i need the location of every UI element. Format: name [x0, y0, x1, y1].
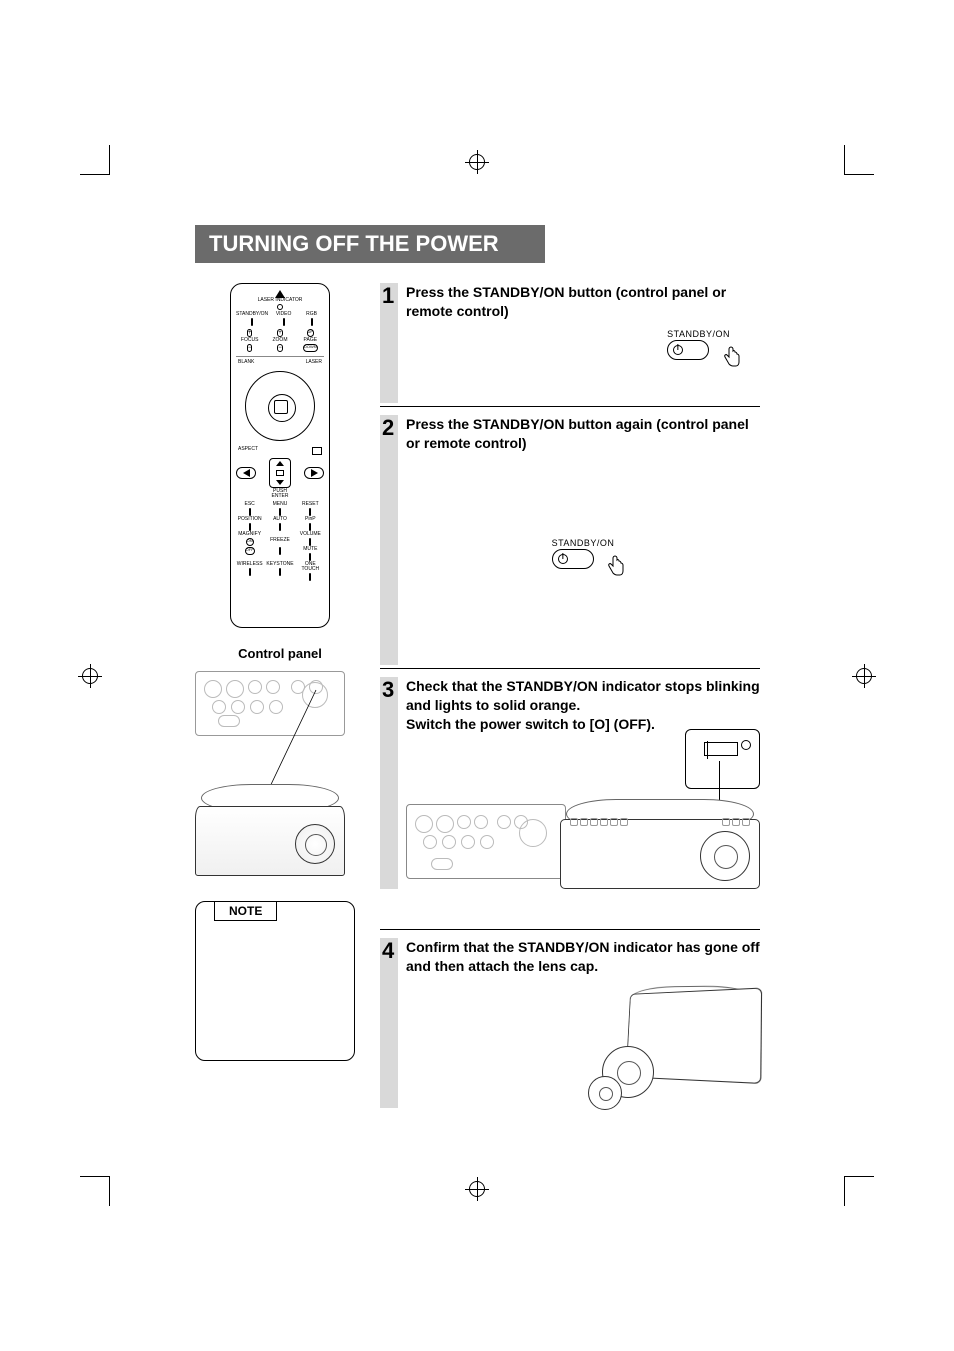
section-title: TURNING OFF THE POWER: [195, 225, 545, 263]
crop-mark: [844, 145, 874, 175]
keystone-label: KEYSTONE: [266, 562, 293, 567]
step-title: Confirm that the STANDBY/ON indicator ha…: [406, 938, 760, 976]
note-label: NOTE: [214, 901, 277, 921]
registration-mark: [852, 664, 876, 688]
magnify-label: MAGNIFY: [238, 532, 261, 537]
position-label: POSITION: [238, 517, 262, 522]
left-column: LASER INDICATOR STANDBY/ON VIDEO RGB +FO…: [195, 283, 365, 1122]
standby-button-illustration: STANDBY/ON: [552, 538, 615, 569]
auto-label: AUTO: [273, 517, 287, 522]
aspect-label: ASPECT: [238, 447, 258, 455]
crop-mark: [80, 145, 110, 175]
step-title: Check that the STANDBY/ON indicator stop…: [406, 677, 760, 734]
step-1: 1 Press the STANDBY/ON button (control p…: [380, 283, 760, 403]
registration-mark: [78, 664, 102, 688]
step-4: 4 Confirm that the STANDBY/ON indicator …: [380, 938, 760, 1123]
volume-label: VOLUME: [300, 532, 321, 537]
projector-with-lens-cap: [600, 990, 760, 1110]
remote-dial: [245, 371, 315, 441]
standby-button-illustration: STANDBY/ON: [667, 329, 730, 360]
registration-mark: [465, 1177, 489, 1201]
step-number: 3: [382, 677, 394, 703]
step-number: 4: [382, 938, 394, 964]
divider: [380, 668, 760, 669]
mute-label: MUTE: [303, 547, 317, 552]
projector-diagram: [560, 789, 760, 889]
step-title: Press the STANDBY/ON button (control pan…: [406, 283, 760, 321]
reset-label: RESET: [302, 502, 319, 507]
zoom-label: ZOOM: [272, 338, 287, 343]
step3-illustration: [406, 734, 760, 914]
page-down: DOWN: [303, 344, 318, 352]
video-label: VIDEO: [276, 312, 292, 317]
standby-on-label: STANDBY/ON: [667, 329, 730, 339]
page-label: PAGE: [304, 338, 318, 343]
step-2: 2 Press the STANDBY/ON button again (con…: [380, 415, 760, 665]
crop-mark: [844, 1176, 874, 1206]
projector-diagram-small: [195, 766, 345, 876]
registration-mark: [465, 150, 489, 174]
menu-label: MENU: [273, 502, 288, 507]
laser-indicator-label: LASER INDICATOR: [236, 298, 324, 303]
laser-label: LASER: [306, 360, 322, 365]
remote-control-diagram: LASER INDICATOR STANDBY/ON VIDEO RGB +FO…: [230, 283, 330, 628]
page-up: UP: [307, 329, 315, 337]
control-panel-diagram: [195, 671, 345, 736]
control-panel-label: Control panel: [195, 646, 365, 661]
control-panel-diagram: [406, 804, 566, 879]
divider: [380, 406, 760, 407]
power-icon: [558, 554, 568, 564]
off-btn: OFF: [245, 547, 255, 555]
standby-on-label: STANDBY/ON: [552, 538, 615, 548]
divider: [380, 929, 760, 930]
joystick: [269, 458, 291, 488]
pinp-label: PinP: [305, 517, 316, 522]
step-number: 1: [382, 283, 394, 309]
hand-pointer-icon: [720, 346, 744, 370]
step-number: 2: [382, 415, 394, 441]
off-switch-diagram: [685, 729, 760, 789]
steps-column: 1 Press the STANDBY/ON button (control p…: [365, 283, 760, 1122]
power-icon: [673, 345, 683, 355]
hand-pointer-icon: [604, 555, 628, 579]
esc-label: ESC: [245, 502, 255, 507]
lens-cap: [588, 1076, 622, 1110]
rgb-label: RGB: [306, 312, 317, 317]
onetouch-label: ONE TOUCH: [297, 562, 324, 572]
wireless-label: WIRELESS: [237, 562, 263, 567]
blank-label: BLANK: [238, 360, 254, 365]
on-btn: ON: [246, 538, 254, 546]
standby-label: STANDBY/ON: [236, 312, 268, 317]
note-box: NOTE: [195, 901, 355, 1061]
crop-mark: [80, 1176, 110, 1206]
step-3: 3 Check that the STANDBY/ON indicator st…: [380, 677, 760, 926]
enter-label: ENTER: [236, 494, 324, 499]
focus-label: FOCUS: [241, 338, 259, 343]
freeze-label: FREEZE: [270, 538, 290, 543]
step-title: Press the STANDBY/ON button again (contr…: [406, 415, 760, 453]
